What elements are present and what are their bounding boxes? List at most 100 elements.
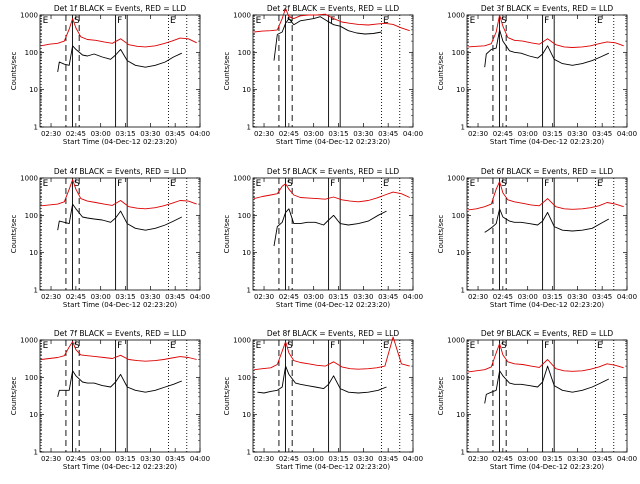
x-tick-label: 02:45 xyxy=(279,130,299,138)
y-tick-label: 100 xyxy=(452,374,465,382)
plot-frame xyxy=(252,339,414,453)
marker-label: S xyxy=(501,341,507,351)
x-tick-label: 03:00 xyxy=(91,130,111,138)
y-tick-label: 10 xyxy=(29,86,38,94)
x-tick-label: 04:00 xyxy=(190,293,210,301)
x-tick-label: 03:15 xyxy=(542,293,562,301)
plot-frame xyxy=(252,14,414,128)
marker-label: F xyxy=(330,341,335,351)
panel-title: Det 6f BLACK = Events, RED = LLD xyxy=(481,167,614,176)
y-tick-label: 100 xyxy=(238,374,251,382)
marker-label: E xyxy=(43,341,49,351)
events-series-line xyxy=(484,365,609,404)
x-tick-label: 03:15 xyxy=(115,293,135,301)
x-tick-label: 03:00 xyxy=(304,293,324,301)
chart-panel-5: Det 5f BLACK = Events, RED = LLD 1 10 100 10… xyxy=(223,167,423,309)
x-tick-label: 03:00 xyxy=(304,455,324,463)
marker-label: S xyxy=(74,16,80,26)
marker-label: E xyxy=(383,16,389,26)
lld-series-line xyxy=(254,336,410,371)
chart-panel-7: Det 7f BLACK = Events, RED = LLD 1 10 100 10… xyxy=(10,329,210,471)
y-axis-title: Counts/sec xyxy=(437,215,445,254)
x-axis-title: Start Time (04-Dec-12 02:23:20) xyxy=(63,138,177,146)
x-tick-label: 02:45 xyxy=(279,455,299,463)
x-axis-title: Start Time (04-Dec-12 02:23:20) xyxy=(276,301,390,309)
y-tick-label: 1000 xyxy=(233,175,251,183)
x-tick-label: 03:45 xyxy=(378,130,398,138)
y-axis-title: Counts/sec xyxy=(10,377,18,416)
y-axis-title: Counts/sec xyxy=(10,215,18,254)
x-axis-title: Start Time (04-Dec-12 02:23:20) xyxy=(63,463,177,471)
x-tick-label: 03:45 xyxy=(165,293,185,301)
x-tick-label: 02:30 xyxy=(41,293,61,301)
x-tick-label: 03:30 xyxy=(140,130,160,138)
panel-title: Det 2f BLACK = Events, RED = LLD xyxy=(267,4,400,13)
y-tick-label: 100 xyxy=(238,212,251,220)
x-tick-label: 03:45 xyxy=(592,130,612,138)
x-tick-label: 03:45 xyxy=(378,455,398,463)
chart-panel-1: Det 1f BLACK = Events, RED = LLD 1 10 100 10… xyxy=(10,4,210,146)
x-tick-label: 02:30 xyxy=(41,130,61,138)
marker-label: E xyxy=(597,16,603,26)
y-axis-title: Counts/sec xyxy=(223,377,231,416)
chart-panel-6: Det 6f BLACK = Events, RED = LLD 1 10 100 10… xyxy=(437,167,637,309)
x-tick-label: 03:30 xyxy=(353,130,373,138)
x-tick-label: 03:30 xyxy=(567,455,587,463)
x-tick-label: 03:00 xyxy=(91,455,111,463)
y-tick-label: 10 xyxy=(242,249,251,257)
panel-title: Det 4f BLACK = Events, RED = LLD xyxy=(54,167,187,176)
y-axis-title: Counts/sec xyxy=(437,377,445,416)
y-tick-label: 10 xyxy=(456,249,465,257)
y-axis-title: Counts/sec xyxy=(223,215,231,254)
x-tick-label: 03:45 xyxy=(592,455,612,463)
x-tick-label: 02:30 xyxy=(254,455,274,463)
y-tick-label: 10 xyxy=(456,411,465,419)
y-tick-label: 1 xyxy=(34,287,38,295)
marker-label: E xyxy=(597,341,603,351)
events-series-line xyxy=(484,29,609,68)
marker-label: E xyxy=(256,16,262,26)
marker-label: E xyxy=(43,16,49,26)
y-tick-label: 10 xyxy=(456,86,465,94)
x-axis-title: Start Time (04-Dec-12 02:23:20) xyxy=(490,301,604,309)
marker-label: S xyxy=(501,179,507,189)
panel-title: Det 1f BLACK = Events, RED = LLD xyxy=(54,4,187,13)
marker-label: S xyxy=(74,341,80,351)
panel-title: Det 5f BLACK = Events, RED = LLD xyxy=(267,167,400,176)
y-tick-label: 10 xyxy=(242,86,251,94)
x-tick-label: 03:15 xyxy=(328,293,348,301)
chart-panel-8: Det 8f BLACK = Events, RED = LLD 1 10 100 10… xyxy=(223,329,423,471)
events-series-line xyxy=(484,208,610,233)
y-tick-label: 1000 xyxy=(20,175,38,183)
y-tick-label: 1000 xyxy=(20,337,38,345)
x-tick-label: 03:00 xyxy=(91,293,111,301)
x-tick-label: 03:45 xyxy=(165,130,185,138)
lld-series-line xyxy=(468,181,624,211)
x-tick-label: 04:00 xyxy=(403,130,423,138)
events-series-line xyxy=(57,45,182,72)
marker-label: F xyxy=(544,341,549,351)
x-tick-label: 03:45 xyxy=(592,293,612,301)
x-tick-label: 03:30 xyxy=(567,293,587,301)
x-tick-label: 03:15 xyxy=(115,455,135,463)
y-tick-label: 1 xyxy=(34,449,38,457)
x-tick-label: 02:45 xyxy=(66,130,86,138)
plot-frame xyxy=(39,339,201,453)
y-axis-title: Counts/sec xyxy=(437,52,445,91)
y-axis-title: Counts/sec xyxy=(10,52,18,91)
x-tick-label: 02:30 xyxy=(254,293,274,301)
x-tick-label: 02:45 xyxy=(493,455,513,463)
marker-label: S xyxy=(287,16,293,26)
x-tick-label: 04:00 xyxy=(617,455,637,463)
chart-panel-4: Det 4f BLACK = Events, RED = LLD 1 10 100 10… xyxy=(10,167,210,309)
x-tick-label: 02:45 xyxy=(493,130,513,138)
y-tick-label: 10 xyxy=(242,411,251,419)
x-axis-title: Start Time (04-Dec-12 02:23:20) xyxy=(490,463,604,471)
y-tick-label: 1 xyxy=(461,287,465,295)
y-tick-label: 1000 xyxy=(20,12,38,20)
marker-label: S xyxy=(287,179,293,189)
marker-label: E xyxy=(170,16,176,26)
x-tick-label: 03:30 xyxy=(140,455,160,463)
marker-label: E xyxy=(597,179,603,189)
